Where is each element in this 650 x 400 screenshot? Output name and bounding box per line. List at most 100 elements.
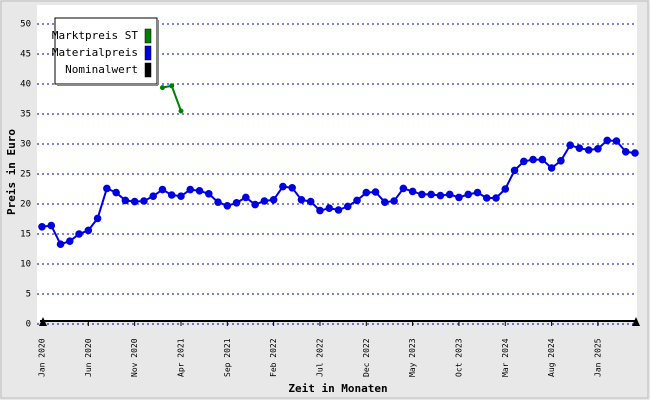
data-point bbox=[631, 149, 639, 157]
data-point bbox=[427, 190, 435, 199]
x-tick-label: Feb 2022 bbox=[269, 338, 278, 377]
data-point bbox=[390, 197, 398, 205]
data-point bbox=[65, 237, 74, 245]
x-tick-label: Dec 2022 bbox=[362, 338, 371, 377]
data-point bbox=[501, 185, 510, 193]
data-point bbox=[566, 141, 574, 149]
data-point bbox=[75, 230, 83, 238]
legend-label: Marktpreis ST bbox=[52, 29, 138, 42]
data-point bbox=[325, 204, 334, 212]
data-point bbox=[140, 197, 148, 205]
data-point bbox=[167, 191, 176, 199]
data-point bbox=[520, 157, 528, 166]
data-point bbox=[334, 206, 343, 214]
x-tick-label: May 2023 bbox=[408, 338, 417, 377]
data-point bbox=[260, 197, 269, 205]
data-point bbox=[56, 240, 65, 248]
y-axis-title: Preis in Euro bbox=[5, 129, 18, 215]
data-point bbox=[84, 226, 93, 235]
data-point bbox=[130, 197, 139, 206]
legend-swatch bbox=[144, 62, 152, 78]
data-point bbox=[195, 187, 204, 195]
data-point bbox=[316, 206, 324, 215]
data-point bbox=[177, 192, 185, 200]
data-point bbox=[436, 191, 445, 200]
data-point bbox=[269, 196, 278, 204]
data-point bbox=[169, 83, 175, 89]
x-tick-label: Sep 2021 bbox=[223, 338, 232, 377]
data-point bbox=[473, 188, 482, 197]
y-tick-label: 5 bbox=[26, 290, 31, 300]
data-point bbox=[306, 197, 315, 206]
x-tick-label: Nov 2020 bbox=[130, 338, 139, 377]
data-point bbox=[204, 190, 213, 198]
data-point bbox=[47, 221, 56, 230]
data-point bbox=[557, 157, 565, 165]
data-point bbox=[371, 188, 380, 196]
data-point bbox=[158, 185, 167, 194]
x-tick-label: Apr 2021 bbox=[176, 338, 185, 377]
x-tick-label: Jan 2025 bbox=[593, 338, 602, 377]
data-point bbox=[492, 194, 500, 202]
y-tick-label: 35 bbox=[20, 110, 31, 120]
legend-box bbox=[54, 17, 158, 85]
legend-swatch bbox=[144, 45, 152, 61]
data-point bbox=[445, 190, 454, 199]
data-point bbox=[418, 190, 426, 199]
data-point bbox=[510, 166, 519, 175]
x-tick-label: Jan 2020 bbox=[38, 338, 47, 377]
data-point bbox=[464, 190, 473, 199]
data-point bbox=[103, 184, 111, 193]
data-point bbox=[584, 146, 593, 154]
data-point bbox=[149, 192, 157, 200]
y-tick-label: 0 bbox=[26, 320, 31, 330]
y-tick-label: 10 bbox=[20, 260, 31, 270]
data-point bbox=[455, 193, 463, 202]
data-point bbox=[594, 145, 602, 153]
x-tick-label: Jun 2020 bbox=[84, 338, 93, 377]
data-point bbox=[288, 184, 296, 192]
data-point bbox=[399, 184, 408, 193]
y-tick-label: 20 bbox=[20, 200, 31, 210]
y-tick-label: 40 bbox=[20, 80, 31, 90]
data-point bbox=[547, 164, 556, 172]
x-tick-label: Oct 2023 bbox=[454, 338, 463, 377]
y-tick-label: 15 bbox=[20, 230, 31, 240]
legend-label: Materialpreis bbox=[52, 46, 138, 59]
data-point bbox=[362, 188, 371, 197]
x-tick-label: Aug 2024 bbox=[547, 338, 556, 377]
data-point bbox=[621, 148, 630, 156]
y-tick-label: 45 bbox=[20, 50, 31, 60]
axis-arrow bbox=[632, 317, 640, 326]
data-point bbox=[121, 196, 130, 205]
data-point bbox=[353, 196, 361, 205]
data-point bbox=[408, 187, 417, 196]
data-point bbox=[186, 185, 195, 194]
data-point bbox=[251, 200, 259, 209]
x-tick-label: Mar 2024 bbox=[501, 338, 510, 377]
data-point bbox=[612, 137, 621, 145]
data-point bbox=[297, 196, 306, 204]
data-point bbox=[38, 223, 46, 231]
data-point bbox=[242, 193, 250, 202]
data-point bbox=[482, 194, 491, 202]
y-tick-label: 30 bbox=[20, 140, 31, 150]
data-point bbox=[538, 155, 547, 164]
y-tick-label: 25 bbox=[20, 170, 31, 180]
data-point bbox=[159, 85, 165, 91]
legend-swatch bbox=[144, 28, 152, 44]
data-point bbox=[279, 182, 287, 191]
y-tick-label: 50 bbox=[20, 20, 31, 30]
axis-arrow bbox=[39, 317, 47, 326]
data-point bbox=[529, 155, 537, 164]
data-point bbox=[112, 188, 120, 197]
data-point bbox=[381, 198, 389, 206]
data-point bbox=[232, 199, 241, 207]
x-axis-title: Zeit in Monaten bbox=[288, 382, 387, 395]
data-point bbox=[603, 136, 612, 145]
legend-label: Nominalwert bbox=[65, 63, 138, 76]
legend: Marktpreis ST Materialpreis Nominalwert bbox=[52, 17, 159, 86]
data-point bbox=[214, 198, 222, 206]
x-tick-label: Jul 2022 bbox=[315, 338, 324, 377]
